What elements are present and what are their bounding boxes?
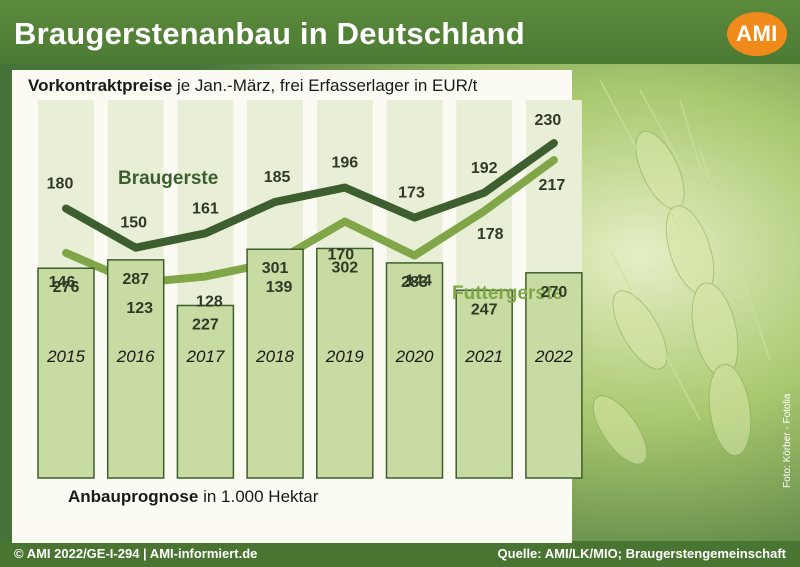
value-label-braugerste-2017: 161 [192, 200, 219, 217]
value-label-futtergerste-2017: 128 [196, 293, 223, 310]
value-label-futtergerste-2022: 217 [539, 177, 566, 194]
value-label-braugerste-2022: 230 [535, 112, 562, 129]
year-label-2021: 2021 [464, 347, 503, 366]
year-label-2018: 2018 [255, 347, 294, 366]
value-label-futtergerste-2016: 123 [126, 300, 153, 317]
line-chart-subtitle: Vorkontraktpreise je Jan.-März, frei Erf… [28, 76, 477, 96]
series-name-braugerste: Braugerste [118, 168, 218, 189]
year-label-2022: 2022 [534, 347, 573, 366]
value-label-braugerste-2016: 150 [120, 215, 147, 232]
value-label-braugerste-2019: 196 [331, 155, 358, 172]
year-label-2019: 2019 [325, 347, 364, 366]
bar-value-2015: 276 [53, 279, 80, 296]
value-label-futtergerste-2019: 170 [327, 247, 354, 264]
bar-value-2022: 270 [541, 284, 568, 301]
subtitle-rest: je Jan.-März, frei Erfasserlager in EUR/… [172, 76, 478, 95]
page-title: Braugerstenanbau in Deutschland [14, 16, 525, 51]
bar-2021 [455, 289, 513, 479]
bar-2020 [385, 262, 444, 479]
bar-2019 [316, 247, 374, 479]
value-label-braugerste-2018: 185 [264, 169, 291, 186]
bar-2016 [106, 259, 165, 479]
ami-logo: AMI [727, 12, 787, 56]
caption-rest: in 1.000 Hektar [198, 487, 319, 506]
bar-2022 [525, 272, 583, 479]
year-label-2017: 2017 [185, 347, 224, 366]
column-band-2017 [177, 100, 234, 340]
bar-value-2020: 283 [401, 274, 428, 291]
photo-credit: Foto: Körber - Fotolia [782, 393, 793, 488]
value-label-futtergerste-2020: 144 [405, 273, 432, 290]
year-label-2016: 2016 [116, 347, 155, 366]
footer-copyright: © AMI 2022/GE-I-294 | AMI-informiert.de [14, 546, 258, 561]
footer-source: Quelle: AMI/LK/MIO; Braugerstengemeinsch… [497, 546, 786, 561]
bar-value-2021: 247 [471, 301, 498, 318]
bar-value-2018: 301 [262, 260, 289, 277]
subtitle-bold: Vorkontraktpreise [28, 76, 173, 95]
caption-bold: Anbauprognose [68, 487, 199, 506]
bar-value-2016: 287 [122, 271, 149, 288]
bar-chart-caption: Anbauprognose in 1.000 Hektar [68, 487, 318, 507]
bar-2018 [246, 248, 304, 479]
value-label-futtergerste-2021: 178 [477, 226, 504, 243]
value-label-futtergerste-2018: 139 [266, 279, 293, 296]
line-braugerste [62, 139, 558, 252]
value-label-braugerste-2021: 192 [471, 160, 498, 177]
value-label-futtergerste-2015: 146 [49, 274, 76, 291]
bar-2015 [37, 267, 95, 479]
year-label-2020: 2020 [395, 347, 434, 366]
bar-value-2019: 302 [331, 259, 358, 276]
value-label-braugerste-2020: 173 [398, 185, 425, 202]
series-name-futtergerste: Futtergerste [452, 283, 563, 304]
bar-value-2017: 227 [192, 316, 219, 333]
value-label-braugerste-2015: 180 [47, 175, 74, 192]
year-label-2015: 2015 [46, 347, 85, 366]
bar-2017 [176, 304, 235, 479]
